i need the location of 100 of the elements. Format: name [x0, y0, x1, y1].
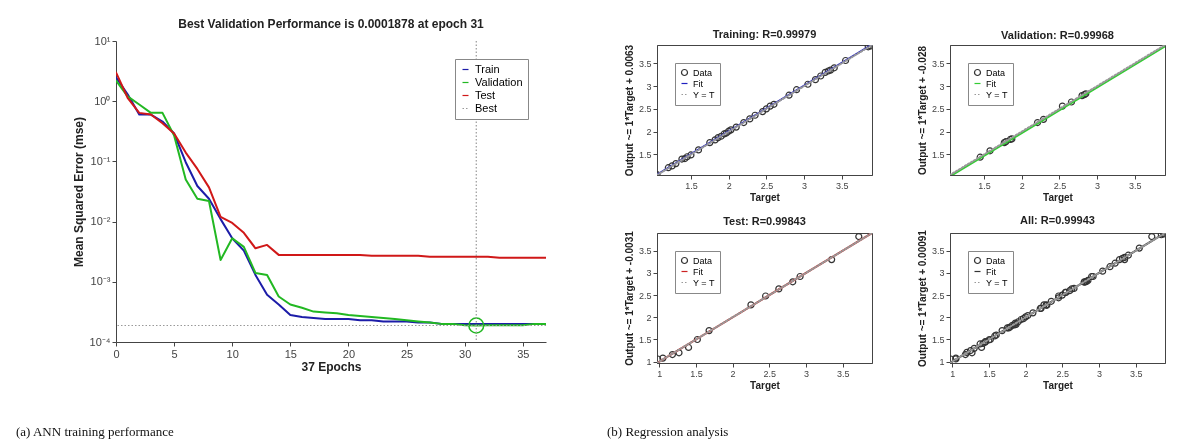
- y-tick-label: 1.5: [638, 334, 652, 345]
- x-tick-label: 30: [459, 347, 472, 360]
- point: [976, 153, 984, 161]
- y-tick-label: 1.5: [638, 149, 652, 160]
- point: [842, 56, 850, 65]
- point: [789, 278, 797, 286]
- x-tick-label: 1.5: [690, 368, 703, 379]
- x-tick-label: 1.5: [685, 180, 698, 191]
- point: [664, 164, 672, 172]
- x-tick-label: 1.5: [983, 368, 996, 379]
- x-tick-label: 2.5: [763, 368, 777, 379]
- x-tick-label: 25: [400, 347, 414, 360]
- legend-label: Test: [475, 88, 496, 101]
- x-axis-title: Target: [1043, 191, 1074, 203]
- point: [1058, 102, 1066, 110]
- y-tick-label: 2: [939, 127, 945, 138]
- legend-label: Y = T: [986, 89, 1008, 100]
- x-tick-label: 2.5: [1056, 368, 1070, 379]
- y-tick-label: 2.5: [638, 104, 652, 115]
- chart-title: Training: R=0.99979: [712, 28, 817, 41]
- y-tick-label: 2.5: [638, 290, 652, 301]
- x-tick-label: 2: [726, 180, 732, 191]
- y-tick-label: 1: [646, 357, 652, 368]
- y-axis-title: Output ~= 1*Target + 0.0063: [623, 44, 635, 177]
- y-tick-label: 2: [646, 127, 652, 138]
- point: [785, 91, 793, 99]
- y-tick-label: 10⁻²: [90, 215, 111, 228]
- point: [668, 350, 677, 359]
- x-tick-label: 3.5: [1129, 180, 1142, 191]
- x-tick-label: 10: [226, 347, 239, 360]
- point: [711, 136, 719, 144]
- text: (b) Regression analysis: [607, 424, 729, 439]
- y-tick-label: 2.5: [931, 104, 945, 115]
- y-tick-label: 3.5: [638, 58, 652, 69]
- point: [1067, 98, 1076, 106]
- x-tick-label: 1: [657, 368, 663, 379]
- point: [759, 108, 767, 116]
- point: [762, 292, 770, 300]
- legend-label: Fit: [986, 78, 997, 89]
- legend-label: Data: [986, 255, 1006, 266]
- x-tick-label: 2.5: [1053, 180, 1067, 191]
- y-tick-label: 10¹: [94, 34, 111, 47]
- legend-label: Fit: [986, 266, 997, 277]
- y-tick-label: 2: [646, 312, 652, 323]
- y-tick-label: 2: [939, 312, 945, 323]
- legend-label: Y = T: [986, 277, 1008, 288]
- point: [659, 354, 667, 362]
- point: [826, 66, 835, 74]
- x-tick-label: 3.5: [836, 180, 849, 191]
- point: [824, 67, 832, 75]
- x-tick-label: 15: [284, 347, 297, 360]
- x-tick-label: 2.5: [760, 180, 774, 191]
- y-tick-label: 1.5: [931, 334, 945, 345]
- y-axis-title: Mean Squared Error (mse): [71, 116, 86, 268]
- chart-title: Test: R=0.99843: [723, 214, 806, 227]
- x-tick-label: 3: [1096, 368, 1102, 379]
- x-tick-label: 5: [171, 347, 178, 360]
- y-tick-label: 3: [646, 81, 652, 92]
- point: [804, 80, 812, 88]
- point: [672, 160, 680, 168]
- point: [775, 285, 783, 293]
- point: [751, 111, 759, 119]
- legend-label: Data: [693, 67, 713, 78]
- legend-label: Y = T: [693, 277, 715, 288]
- y-axis-title: Output ~= 1*Target + 0.00091: [916, 229, 928, 367]
- point: [675, 349, 683, 357]
- y-tick-label: 10⁻³: [90, 275, 111, 288]
- chart-title: Best Validation Performance is 0.0001878 at epoch 31: [178, 17, 485, 31]
- x-axis-title: 37 Epochs: [301, 359, 362, 374]
- y-tick-label: 10⁻⁴: [89, 335, 111, 348]
- point: [855, 233, 863, 241]
- x-tick-label: 20: [342, 347, 356, 360]
- point: [792, 86, 801, 94]
- point: [828, 256, 836, 264]
- y-tick-label: 3: [939, 268, 945, 279]
- y-tick-label: 3: [939, 81, 945, 92]
- y-tick-label: 1: [939, 357, 945, 368]
- chart-title: All: R=0.99943: [1020, 213, 1095, 226]
- x-tick-label: 0: [113, 347, 120, 360]
- x-tick-label: 1: [950, 368, 956, 379]
- legend-label: Fit: [693, 78, 704, 89]
- legend-label: Validation: [475, 75, 523, 88]
- legend-label: Fit: [693, 266, 704, 277]
- y-tick-label: 10⁻¹: [90, 154, 111, 167]
- point: [746, 115, 754, 123]
- y-tick-label: 3: [646, 268, 652, 279]
- point: [811, 76, 820, 84]
- point: [687, 151, 695, 159]
- x-tick-label: 35: [517, 347, 530, 360]
- y-axis-title: Output ~= 1*Target + -0.028: [916, 45, 928, 176]
- point: [714, 134, 722, 142]
- point: [986, 147, 994, 155]
- x-tick-label: 1.5: [978, 180, 991, 191]
- x-axis-title: Target: [750, 191, 781, 203]
- chart-title: Validation: R=0.99968: [1001, 29, 1114, 41]
- x-tick-label: 3.5: [836, 368, 850, 379]
- point: [740, 118, 748, 127]
- x-axis-title: Target: [750, 379, 781, 391]
- y-axis-title: Output ~= 1*Target + -0.0031: [623, 230, 635, 366]
- y-tick-label: 2.5: [931, 290, 945, 301]
